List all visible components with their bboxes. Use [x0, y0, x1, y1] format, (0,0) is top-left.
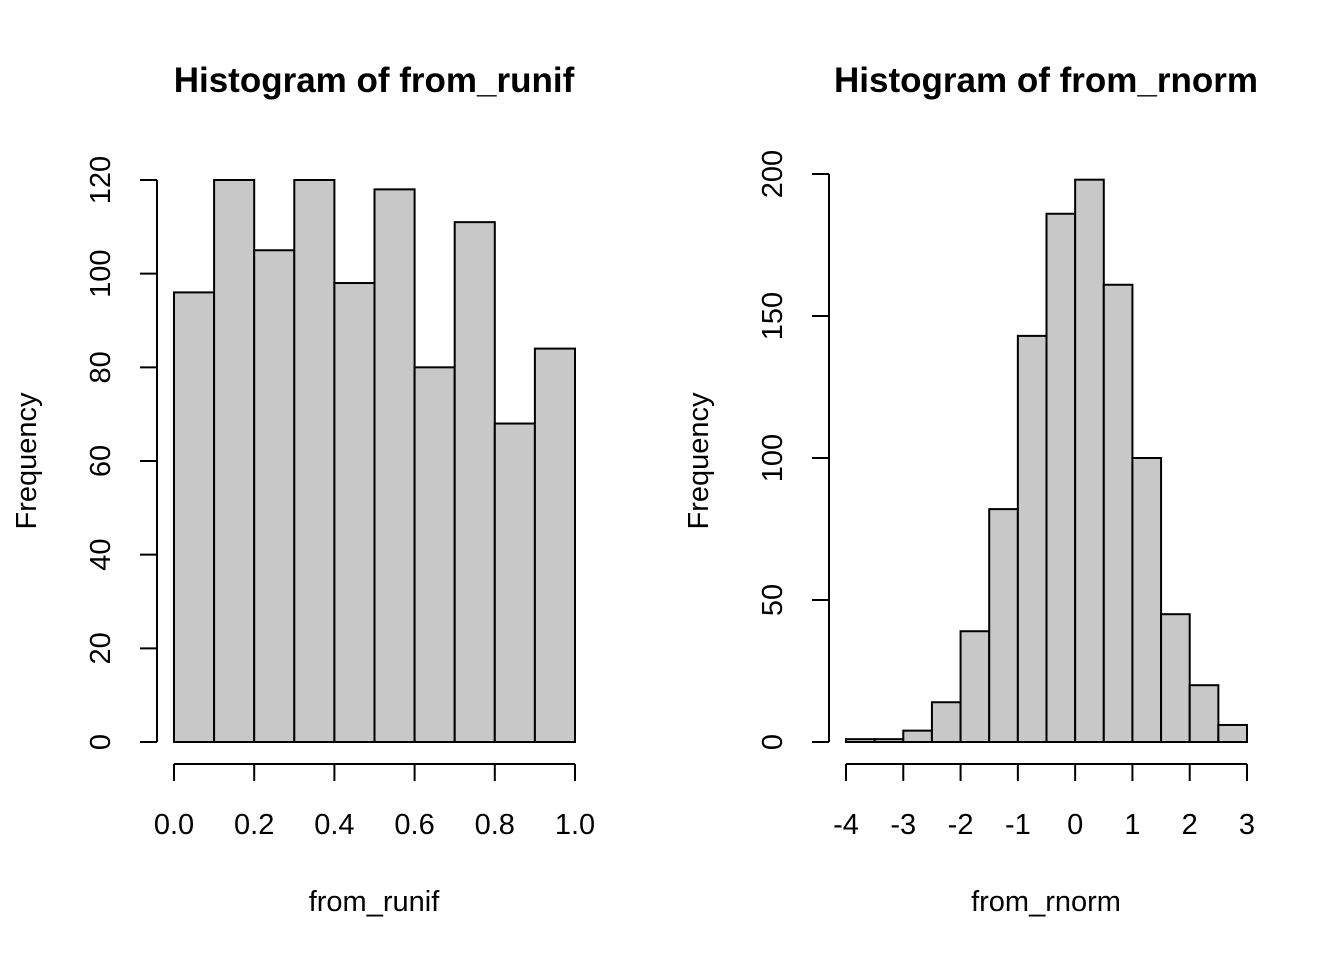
x-tick-label-rnorm-1: -3: [890, 809, 916, 841]
chart-title-rnorm: Histogram of from_rnorm: [834, 61, 1258, 100]
x-tick-label-rnorm-7: 3: [1239, 809, 1255, 841]
histogram-bar-runif-5: [373, 188, 416, 744]
x-tick-label-runif-0: 0.0: [154, 809, 194, 841]
histogram-bar-rnorm-8: [1074, 178, 1105, 743]
x-axis-label-runif: from_runif: [309, 886, 440, 918]
histogram-bar-rnorm-1: [873, 738, 905, 743]
y-tick-label-rnorm-3: 150: [757, 292, 789, 340]
x-tick-label-rnorm-2: -2: [948, 809, 974, 841]
y-tick-label-rnorm-2: 100: [757, 434, 789, 482]
histogram-bar-rnorm-9: [1102, 283, 1134, 743]
y-tick-label-runif-0: 0: [85, 734, 117, 750]
histogram-bar-rnorm-12: [1188, 684, 1220, 744]
histogram-bar-runif-9: [533, 347, 577, 743]
histogram-bar-runif-1: [213, 179, 256, 743]
histogram-bar-rnorm-5: [988, 508, 1019, 743]
histogram-bar-runif-8: [493, 422, 536, 743]
x-tick-label-rnorm-5: 1: [1124, 809, 1140, 841]
histogram-bar-rnorm-10: [1131, 457, 1163, 743]
histogram-bar-runif-4: [333, 282, 376, 743]
histogram-bar-rnorm-7: [1045, 212, 1077, 743]
histogram-bar-rnorm-3: [930, 701, 962, 743]
y-tick-label-runif-4: 80: [85, 351, 117, 383]
y-axis-label-rnorm: Frequency: [683, 392, 715, 530]
y-tick-label-runif-2: 40: [85, 539, 117, 571]
x-axis-label-rnorm: from_rnorm: [971, 886, 1121, 918]
y-tick-label-rnorm-4: 200: [757, 150, 789, 198]
histogram-bar-runif-0: [173, 291, 216, 743]
x-tick-label-rnorm-3: -1: [1005, 809, 1031, 841]
x-tick-label-runif-5: 1.0: [555, 809, 595, 841]
x-tick-label-rnorm-4: 0: [1067, 809, 1083, 841]
histogram-bar-rnorm-13: [1217, 723, 1249, 744]
histogram-bar-rnorm-0: [845, 738, 876, 743]
histogram-panel-runif: Histogram of from_runif 0 20 40 60 80 100 120 0.…: [11, 61, 595, 918]
x-tick-label-runif-1: 0.2: [234, 809, 274, 841]
histogram-bar-rnorm-6: [1016, 334, 1048, 743]
chart-title-runif: Histogram of from_runif: [174, 61, 575, 100]
histogram-bar-rnorm-4: [959, 630, 991, 743]
histogram-bar-runif-3: [293, 179, 336, 743]
x-tick-label-rnorm-6: 2: [1182, 809, 1198, 841]
y-tick-label-runif-3: 60: [85, 445, 117, 477]
y-axis-label-runif: Frequency: [11, 392, 43, 530]
y-tick-label-runif-5: 100: [85, 249, 117, 297]
histogram-bar-runif-7: [453, 221, 496, 743]
x-tick-label-runif-3: 0.6: [394, 809, 434, 841]
histogram-bar-rnorm-2: [902, 729, 933, 744]
y-tick-label-rnorm-1: 50: [757, 584, 789, 616]
y-tick-label-rnorm-0: 0: [757, 734, 789, 750]
histogram-bar-rnorm-11: [1160, 613, 1191, 744]
x-tick-label-runif-2: 0.4: [314, 809, 354, 841]
x-tick-label-runif-4: 0.8: [475, 809, 515, 841]
histogram-bar-runif-2: [253, 249, 296, 743]
x-tick-label-rnorm-0: -4: [833, 809, 859, 841]
histogram-bar-runif-6: [413, 366, 456, 743]
y-tick-label-runif-1: 20: [85, 632, 117, 664]
y-tick-label-runif-6: 120: [85, 156, 117, 204]
